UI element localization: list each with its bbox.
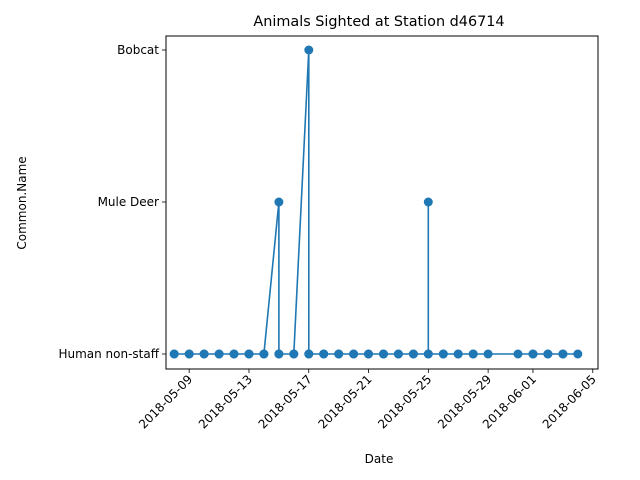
data-point — [423, 349, 433, 359]
y-tick-label: Bobcat — [117, 43, 159, 57]
data-point — [244, 349, 254, 359]
data-point — [483, 349, 493, 359]
data-point — [259, 349, 269, 359]
data-point — [229, 349, 239, 359]
data-point — [379, 349, 388, 359]
data-point — [364, 349, 373, 359]
data-point — [438, 349, 448, 359]
data-point — [334, 349, 344, 359]
data-point — [573, 349, 583, 359]
data-point — [558, 349, 568, 359]
y-tick-label: Mule Deer — [98, 195, 159, 209]
data-point — [468, 349, 478, 359]
y-axis-label: Common.Name — [15, 156, 29, 249]
y-tick-label: Human non-staff — [58, 347, 159, 361]
data-point — [393, 349, 403, 359]
data-point — [304, 349, 314, 359]
data-point — [274, 349, 284, 359]
data-point — [169, 349, 179, 359]
data-point — [528, 349, 538, 359]
data-point — [184, 349, 194, 359]
data-point — [423, 197, 433, 207]
x-axis-label: Date — [365, 452, 394, 466]
data-point — [274, 197, 284, 207]
data-point — [214, 349, 224, 359]
data-point — [349, 349, 359, 359]
data-point — [199, 349, 209, 359]
data-point — [289, 349, 299, 359]
axes-frame — [165, 35, 599, 370]
chart-title: Animals Sighted at Station d46714 — [253, 14, 504, 30]
data-point — [513, 349, 523, 359]
data-point — [453, 349, 463, 359]
data-point — [319, 349, 329, 359]
data-point — [543, 349, 553, 359]
data-point — [408, 349, 418, 359]
data-point — [304, 45, 314, 55]
